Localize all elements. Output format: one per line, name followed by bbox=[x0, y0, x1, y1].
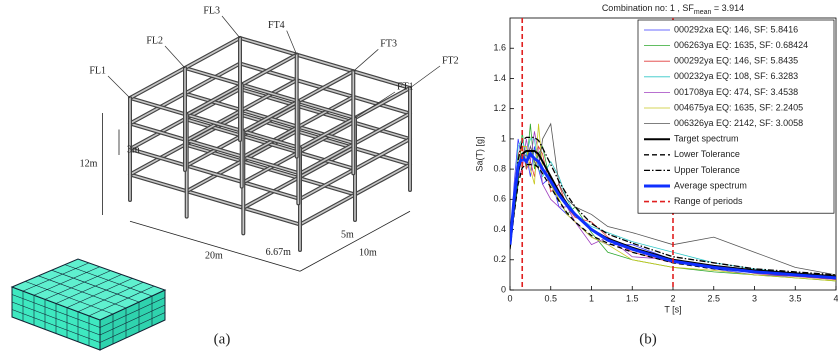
dimension-label: 12m bbox=[80, 158, 98, 169]
x-tick-label: 1.5 bbox=[626, 293, 639, 303]
leader-line bbox=[355, 92, 395, 118]
leader-line bbox=[222, 16, 240, 38]
member-highlight bbox=[130, 175, 300, 225]
member-highlight bbox=[130, 124, 300, 174]
dimension-label: 10m bbox=[359, 248, 377, 259]
y-tick-label: 0.6 bbox=[493, 194, 506, 204]
x-tick-label: 0.5 bbox=[544, 293, 557, 303]
title-text: Combination no: 1 , SF bbox=[602, 3, 695, 13]
legend-label: 006326ya EQ: 2142, SF: 3.0058 bbox=[674, 118, 803, 128]
y-tick-label: 1.4 bbox=[493, 73, 506, 83]
x-tick-label: 2.5 bbox=[707, 293, 720, 303]
y-tick-label: 0.8 bbox=[493, 163, 506, 173]
figure: FL1FL2FL3FT4FT3FT2FT112m3m20m6.67m10m5m … bbox=[0, 0, 838, 354]
y-tick-label: 0 bbox=[501, 284, 506, 294]
caption: (b) bbox=[639, 331, 657, 347]
legend-label: 000292ya EQ: 146, SF: 5.8435 bbox=[674, 56, 798, 66]
y-tick-label: 1.2 bbox=[493, 103, 506, 113]
legend-label: Upper Tolerance bbox=[674, 165, 740, 175]
leader-line bbox=[165, 46, 185, 68]
member-highlight bbox=[130, 149, 300, 199]
frame-label: FT2 bbox=[442, 55, 459, 66]
x-tick-label: 4 bbox=[833, 293, 838, 303]
frame-label: FT3 bbox=[380, 39, 397, 50]
legend-label: Range of periods bbox=[674, 196, 743, 206]
frame-label: FL2 bbox=[146, 35, 163, 46]
y-axis-label: Sa(T) [g] bbox=[474, 136, 484, 171]
legend-label: 000292xa EQ: 146, SF: 5.8416 bbox=[674, 24, 798, 34]
finite-element-model bbox=[12, 259, 165, 350]
leader-line bbox=[410, 66, 440, 88]
dimension-label: 20m bbox=[205, 251, 223, 262]
x-tick-label: 3 bbox=[752, 293, 757, 303]
member-highlight bbox=[185, 68, 355, 118]
x-tick-label: 2 bbox=[670, 293, 675, 303]
dimension-label: 6.67m bbox=[266, 247, 292, 258]
legend-label: Target spectrum bbox=[674, 134, 739, 144]
chart-title: Combination no: 1 , SFmean = 3.914 bbox=[602, 3, 744, 15]
dimension-label: 5m bbox=[341, 230, 354, 241]
x-tick-label: 3.5 bbox=[789, 293, 802, 303]
legend-label: 000232ya EQ: 108, SF: 6.3283 bbox=[674, 71, 798, 81]
frame-label: FL3 bbox=[203, 5, 220, 16]
frame-label: FT4 bbox=[268, 20, 285, 31]
frame-label: FT1 bbox=[397, 81, 414, 92]
x-tick-label: 0 bbox=[507, 293, 512, 303]
frame-diagram: FL1 FL2 FL3 FT4 FT3 FT2 FT1 12m 3m 20m 6.67m 10m 5m bbox=[80, 5, 459, 271]
x-axis-label: T [s] bbox=[664, 304, 681, 314]
legend-label: 001708ya EQ: 474, SF: 3.4538 bbox=[674, 87, 798, 97]
legend-label: Lower Tolerance bbox=[674, 149, 740, 159]
y-tick-label: 0.4 bbox=[493, 224, 506, 234]
x-tick-label: 1 bbox=[589, 293, 594, 303]
y-tick-label: 1.6 bbox=[493, 43, 506, 53]
dimension-label: 3m bbox=[127, 145, 140, 156]
title-text: = 3.914 bbox=[711, 3, 744, 13]
leader-line bbox=[353, 49, 378, 71]
legend-label: 006263ya EQ: 1635, SF: 0.68424 bbox=[674, 40, 808, 50]
frame-label: FL1 bbox=[89, 65, 106, 76]
legend-label: Average spectrum bbox=[674, 180, 747, 190]
y-tick-label: 0.2 bbox=[493, 254, 506, 264]
title-subscript: mean bbox=[694, 9, 712, 16]
leader-line bbox=[108, 76, 130, 98]
caption: (a) bbox=[214, 331, 231, 347]
legend-label: 004675ya EQ: 1635, SF: 2.2405 bbox=[674, 102, 803, 112]
y-tick-label: 1 bbox=[501, 133, 506, 143]
